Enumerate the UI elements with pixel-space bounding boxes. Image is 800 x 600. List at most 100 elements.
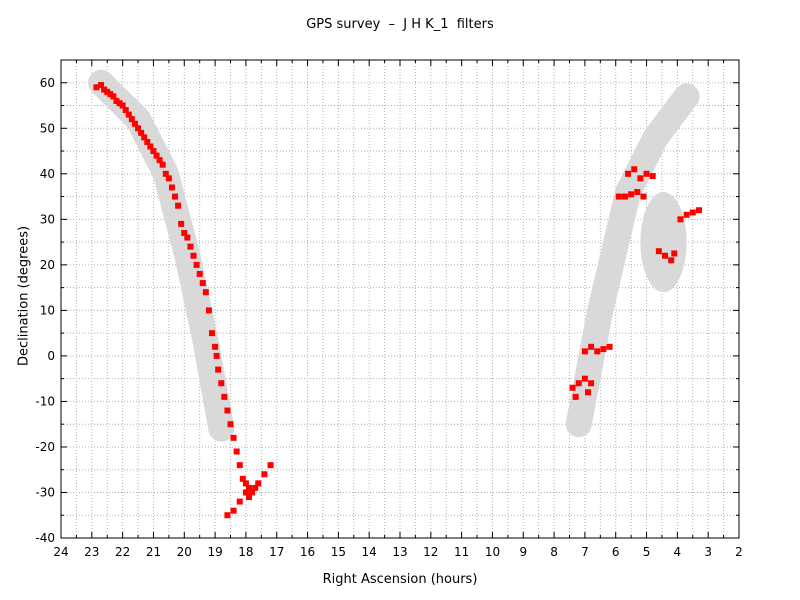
data-point [249,489,256,496]
data-point [668,257,675,264]
data-point [649,173,656,180]
x-axis-label: Right Ascension (hours) [322,572,478,587]
x-tick-label: 12 [423,545,438,559]
data-point [218,380,225,387]
data-point [581,375,588,382]
data-point [683,211,690,218]
data-point [255,480,262,487]
data-point [107,91,114,98]
data-point [205,307,212,314]
y-tick-label: 10 [40,303,55,317]
data-point [606,343,613,350]
data-point [202,289,209,296]
data-point [128,116,135,123]
x-tick-label: 5 [643,545,651,559]
axis-tick-labels: 24 23 22 21 20 19 18 17 16 15 14 13 12 11 10 9 8 7 6 5 4 3 2 -4… [35,76,742,559]
y-tick-label: 0 [47,349,55,363]
data-point [224,407,231,414]
data-point [631,166,638,173]
data-point [215,366,222,373]
x-tick-label: 21 [146,545,161,559]
y-tick-label: 30 [40,212,55,226]
plot-frame [60,59,740,539]
data-point [236,498,243,505]
data-point [261,471,268,478]
x-tick-label: 16 [300,545,315,559]
data-point [242,480,249,487]
data-point [119,102,126,109]
data-point [677,216,684,223]
data-point [233,448,240,455]
x-tick-label: 2 [735,545,743,559]
data-point [131,120,138,127]
data-point [184,234,191,241]
data-point [141,134,148,141]
data-point [104,88,111,95]
data-point [572,393,579,400]
x-tick-label: 7 [581,545,589,559]
data-point [625,170,632,177]
data-point [581,348,588,355]
axis-ticks [60,59,740,539]
data-point [671,250,678,257]
data-point [162,170,169,177]
data-point [181,229,188,236]
data-point [172,193,179,200]
data-point [643,170,650,177]
data-point [209,330,216,337]
chart-title: GPS survey – J H K_1 filters [306,17,494,32]
data-point [634,189,641,196]
data-point [150,148,157,155]
x-tick-label: 24 [53,545,68,559]
data-point [93,84,100,91]
data-point [178,220,185,227]
data-point [196,270,203,277]
data-point [224,512,231,519]
data-point [242,489,249,496]
data-point [245,484,252,491]
data-point [199,280,206,287]
y-tick-label: 50 [40,121,55,135]
plane-band-left [88,69,235,442]
data-point [689,209,696,216]
data-point [193,261,200,268]
data-point [575,380,582,387]
data-point [662,252,669,259]
data-point [175,202,182,209]
x-tick-label: 18 [238,545,253,559]
data-point [187,243,194,250]
data-point [122,107,129,114]
data-point [239,475,246,482]
y-tick-label: -40 [35,531,55,545]
data-point [190,252,197,259]
x-tick-label: 17 [269,545,284,559]
data-point [156,157,163,164]
data-point [245,494,252,501]
data-point [588,343,595,350]
y-tick-label: -30 [35,485,55,499]
y-tick-label: -20 [35,440,55,454]
data-point [584,389,591,396]
data-point [621,193,628,200]
data-point [588,380,595,387]
grid [60,59,740,539]
data-point [230,507,237,514]
x-tick-label: 3 [704,545,712,559]
data-point [615,193,622,200]
plane-band-blob [640,192,687,293]
x-tick-label: 9 [519,545,527,559]
data-point [267,462,274,469]
data-point [98,82,105,89]
data-point [116,100,123,107]
x-tick-label: 20 [177,545,192,559]
data-point [147,143,154,150]
data-point [600,346,607,353]
y-tick-label: 60 [40,76,55,90]
data-point [230,434,237,441]
x-tick-label: 10 [485,545,500,559]
data-point [144,138,151,145]
data-point [213,352,220,359]
data-point [138,129,145,136]
data-point [212,343,219,350]
